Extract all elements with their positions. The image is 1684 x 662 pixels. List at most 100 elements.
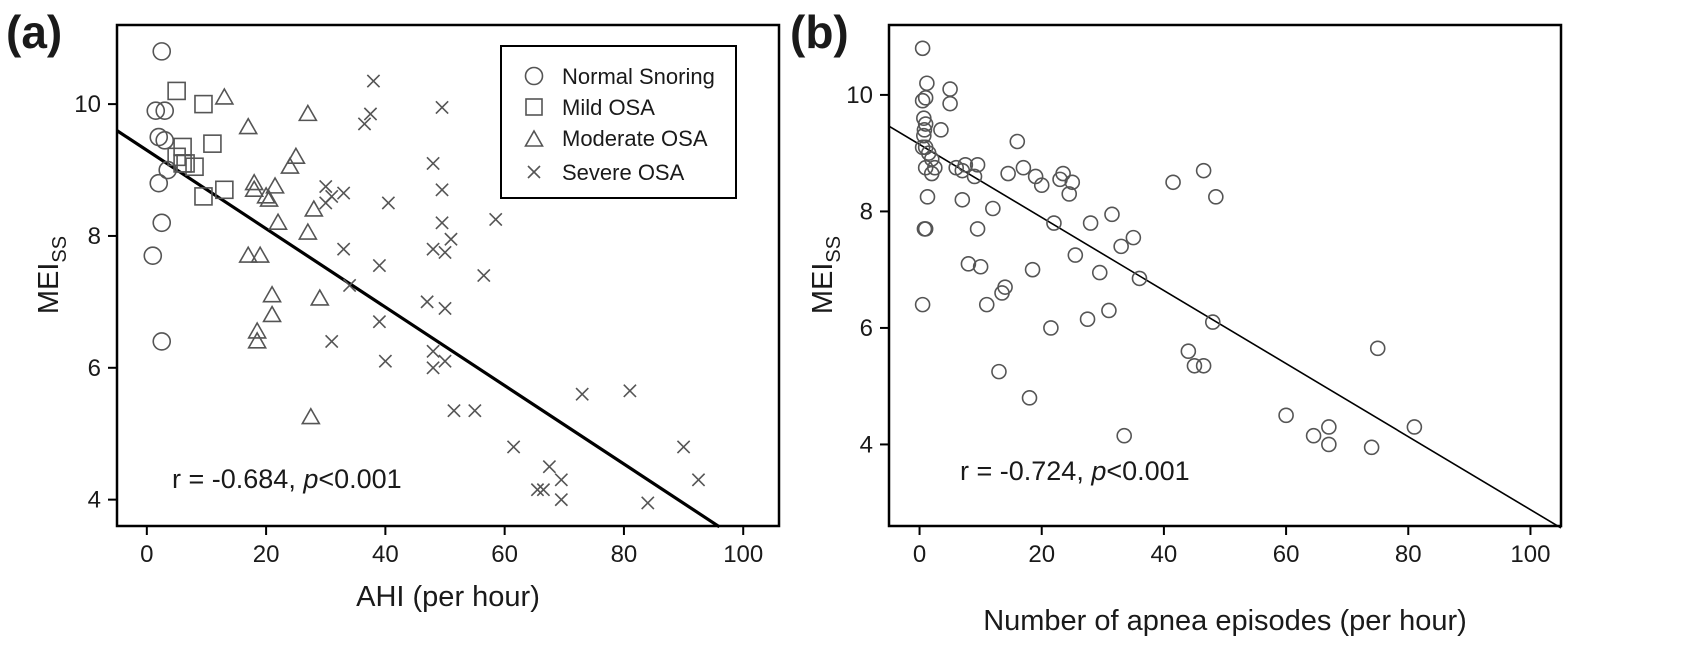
y-tick-label: 8 [88, 223, 101, 250]
data-point-x [372, 314, 387, 329]
x-tick-label: 0 [913, 541, 926, 568]
data-point-x [438, 301, 452, 316]
data-point-triangle [300, 407, 321, 425]
data-point-triangle [244, 179, 265, 197]
data-point-circle [1363, 439, 1380, 456]
data-point-triangle [214, 87, 235, 105]
data-point-circle [152, 42, 172, 61]
regression-line [116, 129, 721, 529]
data-point-circle [152, 332, 172, 351]
legend-mild-osa: Mild OSA [562, 95, 655, 120]
data-point-x [554, 492, 569, 507]
data-point-circle [1101, 302, 1117, 319]
data-point-x [444, 232, 458, 246]
data-point-x [676, 440, 691, 454]
y-tick-label: 4 [860, 431, 873, 458]
data-point-x [336, 186, 351, 200]
data-point-circle [1369, 340, 1386, 357]
data-point-circle [1082, 215, 1099, 231]
data-point-circle [1055, 165, 1071, 182]
panel-a: (a) 0 20 40 60 80 100 4 6 8 10 Normal Snoring Mil… [6, 6, 781, 613]
data-point-circle [1125, 229, 1142, 246]
data-point-circle [1195, 162, 1212, 179]
data-point-square [185, 157, 204, 177]
legend-circle-icon [524, 66, 544, 86]
y-tick-label: 4 [88, 487, 101, 514]
panel-b-points [914, 40, 1423, 456]
data-point-x [489, 212, 503, 227]
data-point-circle [146, 101, 166, 120]
data-point-circle [1116, 427, 1132, 444]
panel-a-correlation: r = -0.684, p<0.001 [172, 464, 402, 494]
data-point-circle [155, 101, 175, 120]
data-point-triangle [250, 245, 271, 263]
data-point-x [378, 354, 393, 368]
data-point-x [554, 473, 569, 487]
data-point-x [530, 483, 545, 497]
panel-a-ticks: 0 20 40 60 80 100 4 6 8 10 [74, 91, 763, 568]
data-point-circle [927, 159, 943, 176]
data-point-circle [1180, 343, 1197, 360]
data-point-circle [916, 127, 932, 144]
data-point-circle [143, 246, 163, 266]
data-point-x [319, 179, 333, 194]
data-point-x [435, 100, 449, 115]
data-point-circle [997, 279, 1013, 295]
data-point-x [477, 268, 491, 283]
data-point-circle [1033, 177, 1050, 194]
data-point-x [426, 156, 440, 171]
data-point-x [506, 440, 521, 454]
panel-a-plot-frame [115, 23, 781, 528]
data-point-square [215, 180, 234, 200]
legend-x-icon [527, 165, 541, 179]
data-point-circle [942, 81, 958, 97]
data-point-x [435, 183, 449, 197]
data-point-triangle [238, 245, 259, 263]
data-point-circle [917, 221, 934, 237]
panel-a-points [143, 42, 706, 510]
data-point-triangle [265, 176, 285, 194]
data-point-triangle [259, 189, 279, 207]
data-point-triangle [262, 304, 282, 323]
data-point-x [426, 242, 440, 256]
data-point-x [691, 473, 706, 487]
data-point-x [363, 107, 378, 121]
data-point-circle [1000, 165, 1016, 182]
data-point-circle [1015, 159, 1032, 176]
panel-a-label: (a) [6, 6, 62, 58]
panel-b-plot-frame [887, 23, 1563, 528]
data-point-circle [916, 122, 933, 138]
data-point-square [194, 94, 213, 114]
data-point-x [438, 245, 452, 260]
data-point-x [435, 216, 449, 230]
data-point-x [426, 344, 440, 358]
data-point-circle [1131, 270, 1148, 287]
data-point-triangle [280, 156, 300, 174]
data-point-triangle [256, 186, 276, 204]
y-tick-label: 6 [860, 315, 873, 342]
data-point-circle [1321, 419, 1337, 435]
data-point-x [536, 483, 551, 497]
x-tick-label: 0 [140, 541, 153, 568]
data-point-circle [966, 168, 983, 185]
data-point-square [194, 187, 213, 206]
data-point-x [575, 387, 589, 401]
data-point-circle [917, 116, 934, 132]
data-point-triangle [247, 321, 268, 339]
data-point-circle [1046, 215, 1062, 231]
data-point-circle [1043, 320, 1059, 336]
data-point-triangle [244, 173, 265, 191]
data-point-triangle [262, 285, 282, 303]
panel-b-x-axis-title: Number of apnea episodes (per hour) [983, 605, 1467, 637]
x-tick-label: 100 [723, 541, 763, 568]
data-point-circle [942, 95, 958, 112]
data-point-circle [954, 191, 971, 208]
data-point-circle [1195, 357, 1212, 374]
data-point-triangle [268, 212, 288, 230]
panel-a-legend: Normal Snoring Mild OSA Moderate OSA Sev… [500, 45, 737, 199]
data-point-circle [1009, 133, 1026, 150]
data-point-circle [985, 200, 1001, 217]
data-point-circle [1204, 314, 1221, 330]
data-point-circle [1208, 189, 1224, 205]
data-point-circle [1067, 247, 1084, 263]
